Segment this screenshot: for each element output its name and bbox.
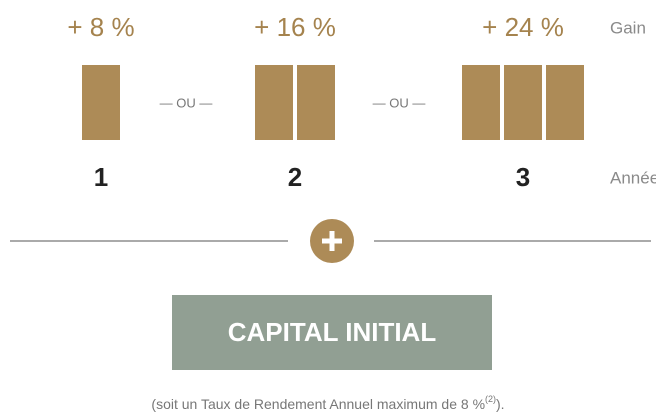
capital-label: CAPITAL INITIAL — [228, 317, 437, 347]
separator: — OU — — [160, 95, 213, 110]
gain-block — [82, 65, 120, 140]
year-value: 3 — [516, 162, 530, 192]
gain-block — [255, 65, 293, 140]
capital-box — [172, 295, 492, 370]
footnote-ref: (2) — [485, 394, 496, 404]
year-value: 2 — [288, 162, 302, 192]
year-label: Année — [610, 168, 656, 187]
plus-icon — [322, 231, 342, 251]
separator: — OU — — [373, 95, 426, 110]
gain-label: Gain — [610, 18, 646, 37]
footnote-text: (soit un Taux de Rendement Annuel maximu… — [151, 396, 485, 412]
gain-value: + 24 % — [482, 12, 564, 42]
gain-block — [504, 65, 542, 140]
gain-block — [297, 65, 335, 140]
year-value: 1 — [94, 162, 108, 192]
footnote-tail: ). — [496, 396, 505, 412]
gain-block — [546, 65, 584, 140]
gain-value: + 16 % — [254, 12, 336, 42]
gain-value: + 8 % — [67, 12, 134, 42]
gain-block — [462, 65, 500, 140]
footnote: (soit un Taux de Rendement Annuel maximu… — [151, 394, 504, 411]
